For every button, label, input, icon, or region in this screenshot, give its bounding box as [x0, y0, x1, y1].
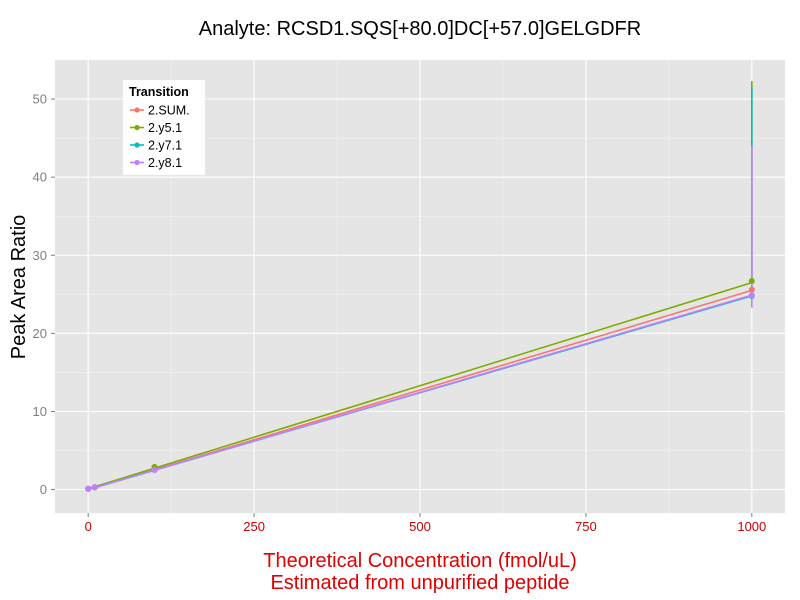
y-tick-label: 10: [33, 404, 47, 419]
y-tick-label: 50: [33, 92, 47, 107]
y-axis-label: Peak Area Ratio: [8, 215, 30, 360]
x-tick-label: 1000: [737, 519, 766, 534]
series-line: [87, 281, 753, 490]
y-tick-label: 40: [33, 170, 47, 185]
x-tick-label: 500: [409, 519, 431, 534]
legend-item-label: 2.y8.1: [148, 156, 182, 170]
x-tick-label: 0: [85, 519, 92, 534]
series-line: [87, 294, 753, 491]
y-tick-label: 20: [33, 326, 47, 341]
y-tick-label: 30: [33, 248, 47, 263]
x-axis-label-line-2: Estimated from unpurified peptide: [270, 572, 569, 594]
x-tick-label: 750: [575, 519, 597, 534]
legend-key-point: [134, 124, 140, 131]
x-tick-label: 250: [243, 519, 265, 534]
chart-title: Analyte: RCSD1.SQS[+80.0]DC[+57.0]GELGDF…: [199, 18, 641, 40]
legend-item-label: 2.SUM.: [148, 104, 190, 118]
data-point: [748, 292, 755, 299]
data-point: [748, 286, 755, 293]
legend-title: Transition: [129, 85, 189, 99]
data-point: [748, 278, 755, 285]
legend-item-label: 2.y7.1: [148, 139, 182, 153]
legend-item-label: 2.y5.1: [148, 121, 182, 135]
data-point: [85, 485, 92, 492]
legend-key-point: [134, 107, 140, 113]
legend-key-point: [134, 142, 140, 148]
x-axis-label-line-1: Theoretical Concentration (fmol/uL): [263, 550, 576, 572]
legend-key-point: [134, 159, 140, 166]
data-point: [91, 484, 98, 491]
data-point: [151, 467, 158, 474]
y-tick-label: 0: [40, 482, 47, 497]
legend: Transition 2.SUM. 2.y5.1 2.y7.1 2.y8.1: [123, 80, 205, 175]
